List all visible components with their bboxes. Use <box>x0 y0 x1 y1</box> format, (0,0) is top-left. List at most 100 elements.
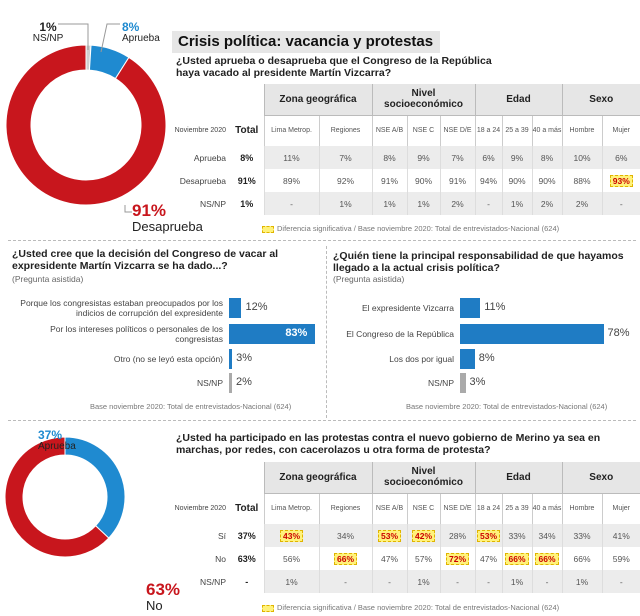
cell-value: 47% <box>380 553 398 564</box>
row-total: 1% <box>240 198 254 209</box>
cell-value: 1% <box>383 198 396 209</box>
cell-value: 2% <box>575 198 589 209</box>
bar-label-text: El expresidente Vizcarra <box>362 303 454 313</box>
bar-value-label: 3% <box>469 376 486 388</box>
bar-value-label: 78% <box>607 327 630 339</box>
cell-value: 2% <box>451 198 464 209</box>
bar <box>460 298 481 318</box>
cell-value: - <box>619 576 623 587</box>
bar-label: Otro (no se leyó esta opción) <box>1 349 223 369</box>
cell-value: 90% <box>414 175 432 186</box>
page-title: Crisis política: vacancia y protestas <box>172 31 440 53</box>
cell-value: - <box>456 576 459 587</box>
cell-value: 33% <box>573 530 591 541</box>
footnote-base: / Base noviembre 2020: Total de entrevis… <box>353 603 560 612</box>
chart-1-base: Base noviembre 2020: Total de entrevista… <box>90 402 292 411</box>
table-row: NS/NP 1% - 1% 1% 1% 2% - 1% 2% 2% - <box>172 192 640 215</box>
table-cell: 1% <box>263 570 319 593</box>
table-cell: 94% <box>474 169 502 192</box>
bar-label-text: Por los intereses políticos o personales… <box>50 324 223 344</box>
table-cell: 9% <box>406 146 440 169</box>
donut2-no-label: 63% No <box>146 580 181 614</box>
bar-label: Los dos por igual <box>334 349 454 369</box>
column-header: 40 a más <box>531 114 562 146</box>
si-value: 37% <box>38 428 63 442</box>
table-cell: 8% <box>531 146 562 169</box>
column-header: Regiones <box>318 114 372 146</box>
table-cell: 88% <box>561 169 602 192</box>
question-3: ¿Quién tiene la principal responsabilida… <box>333 250 624 274</box>
cell-value: 1% <box>510 576 524 587</box>
cell-value: - <box>290 198 293 209</box>
bar-value-label: 2% <box>236 376 252 388</box>
bar-label-text: Otro (no se leyó esta opción) <box>113 354 223 364</box>
significant-value: 43% <box>279 529 303 542</box>
cell-value: 28% <box>448 530 466 541</box>
table-cell: 66% <box>501 547 532 570</box>
bar-label: El expresidente Vizcarra <box>334 298 454 318</box>
table-cell: 57% <box>406 547 440 570</box>
table-cell: 47% <box>371 547 407 570</box>
table-cell: 91% <box>439 169 475 192</box>
table-cell: - <box>318 570 372 593</box>
row-label: No <box>215 553 226 564</box>
bar <box>460 324 604 344</box>
group-header: Sexo <box>561 462 640 493</box>
footnote-legend: Diferencia significativa <box>277 224 352 233</box>
footnote-2: Diferencia significativa / Base noviembr… <box>262 603 559 612</box>
table-cell: 93% <box>601 169 640 192</box>
cell-value: 1% <box>510 198 524 209</box>
bar-label: Porque los congresistas estaban preocupa… <box>1 298 223 318</box>
table-cell: 1% <box>406 570 440 593</box>
donut1-aprueba-label: 8% Aprueba <box>122 20 160 44</box>
cell-value: 89% <box>282 175 300 186</box>
donut2-aprueba-label: 37% Aprueba <box>38 428 76 452</box>
table-cell: 7% <box>439 146 475 169</box>
table-cell: 2% <box>561 192 602 215</box>
bar <box>229 298 242 318</box>
nsnp-value: 1% <box>39 20 57 34</box>
bar-label: NS/NP <box>1 373 223 393</box>
cell-value: 56% <box>282 553 300 564</box>
table-cell: 91% <box>371 169 407 192</box>
table-cell: 2% <box>531 192 562 215</box>
period-label: Noviembre 2020 <box>174 126 226 134</box>
table-cell: 1% <box>501 570 532 593</box>
no-value: 63% <box>146 580 181 599</box>
column-header: NSE A/B <box>371 492 407 524</box>
cell-value: 41% <box>612 530 630 541</box>
cell-value: 66% <box>573 553 591 564</box>
row-total: - <box>245 576 249 587</box>
cell-value: 1% <box>575 576 589 587</box>
aprueba-value: 8% <box>122 20 140 34</box>
table-cell: 53% <box>371 524 407 547</box>
column-header: 25 a 39 <box>501 114 532 146</box>
table-cell: - <box>601 570 640 593</box>
footnote-1: Diferencia significativa / Base noviembr… <box>262 224 559 233</box>
significant-value: 72% <box>445 552 469 565</box>
bar <box>460 373 466 393</box>
cell-value: 1% <box>285 576 298 587</box>
row-label: NS/NP <box>200 576 226 587</box>
table-cell: 43% <box>263 524 319 547</box>
bar-value-label: 12% <box>245 301 268 313</box>
table-row: No 63% 56% 66% 47% 57% 72% 47% 66% 66% 66% 59% <box>172 547 640 570</box>
table-cell: 41% <box>601 524 640 547</box>
period-label: Noviembre 2020 <box>174 504 226 512</box>
significant-value: 42% <box>411 529 435 542</box>
column-header: NSE A/B <box>371 114 407 146</box>
group-header: Nivel socioeconómico <box>371 84 475 115</box>
cell-value: 1% <box>417 576 430 587</box>
group-header: Edad <box>474 462 562 493</box>
column-header: NSE D/E <box>439 114 475 146</box>
table-cell: 6% <box>474 146 502 169</box>
table-cell: - <box>474 570 502 593</box>
cell-value: 9% <box>417 152 430 163</box>
no-text: No <box>146 598 163 613</box>
significant-value: 66% <box>535 552 559 565</box>
group-header: Zona geográfica <box>263 84 372 115</box>
table-cell: 6% <box>601 146 640 169</box>
cell-value: - <box>487 576 490 587</box>
bar-label-text: Porque los congresistas estaban preocupa… <box>20 298 223 318</box>
table-cell: 33% <box>501 524 532 547</box>
